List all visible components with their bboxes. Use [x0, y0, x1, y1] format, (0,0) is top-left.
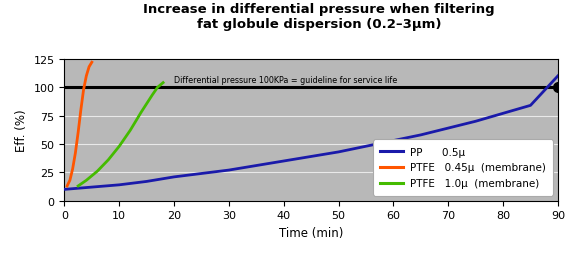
Text: Increase in differential pressure when filtering
fat globule dispersion (0.2–3μm: Increase in differential pressure when f… [143, 3, 495, 30]
Legend: PP      0.5μ, PTFE   0.45μ  (membrane), PTFE   1.0μ  (membrane): PP 0.5μ, PTFE 0.45μ (membrane), PTFE 1.0… [373, 140, 553, 196]
Y-axis label: Eff. (%): Eff. (%) [15, 109, 28, 151]
Text: Differential pressure 100KPa = guideline for service life: Differential pressure 100KPa = guideline… [174, 75, 397, 84]
X-axis label: Time (min): Time (min) [279, 226, 343, 239]
